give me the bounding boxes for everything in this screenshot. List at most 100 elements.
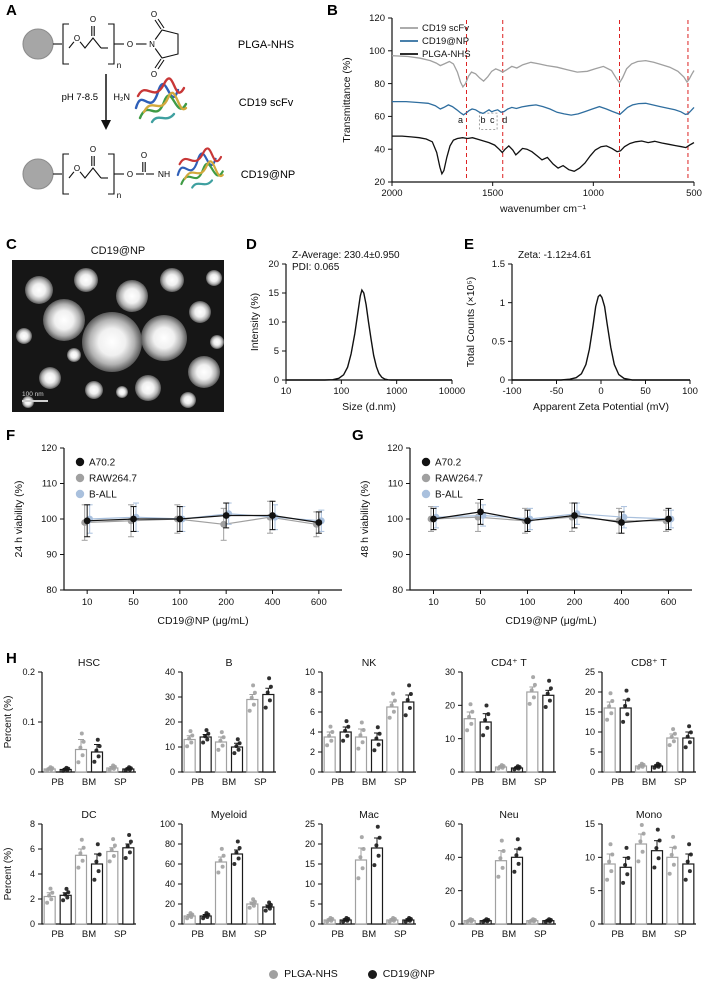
svg-text:110: 110 xyxy=(388,479,403,490)
svg-text:10: 10 xyxy=(281,386,292,397)
svg-text:B-ALL: B-ALL xyxy=(89,489,117,500)
svg-text:50: 50 xyxy=(128,597,139,608)
svg-text:8: 8 xyxy=(310,687,315,697)
panel-c-tem-image: 100 nm xyxy=(12,260,224,412)
svg-text:RAW264.7: RAW264.7 xyxy=(89,473,137,484)
svg-text:PB: PB xyxy=(191,929,204,940)
panel-b-ftir-chart: 20 40 60 80 100 120 2000 1500 1000 500 a b c d CD19 sc… xyxy=(336,6,702,239)
repeat-n: n xyxy=(117,61,121,70)
atom-o: O xyxy=(74,164,80,173)
svg-text:15: 15 xyxy=(585,707,595,717)
svg-text:1000: 1000 xyxy=(386,386,407,397)
svg-text:15: 15 xyxy=(585,819,595,829)
svg-text:Z-Average: 230.4±0.950: Z-Average: 230.4±0.950 xyxy=(292,250,400,261)
svg-text:50: 50 xyxy=(475,597,486,608)
panel-c-title: CD19@NP xyxy=(90,245,146,257)
svg-text:15: 15 xyxy=(305,859,315,869)
svg-text:BM: BM xyxy=(642,777,656,788)
atom-o: O xyxy=(74,34,80,43)
svg-text:20: 20 xyxy=(374,177,385,188)
svg-text:48 h viability (%): 48 h viability (%) xyxy=(359,480,371,557)
svg-text:A70.2: A70.2 xyxy=(89,457,116,468)
svg-text:10: 10 xyxy=(445,734,455,744)
svg-text:24 h viability (%): 24 h viability (%) xyxy=(13,480,25,557)
svg-text:Size (d.nm): Size (d.nm) xyxy=(342,401,396,413)
svg-text:60: 60 xyxy=(165,859,175,869)
svg-text:0: 0 xyxy=(500,375,505,386)
svg-text:10: 10 xyxy=(585,853,595,863)
atom-o: O xyxy=(151,10,157,19)
svg-text:HSC: HSC xyxy=(78,657,101,669)
svg-text:Percent (%): Percent (%) xyxy=(3,848,14,901)
svg-text:0: 0 xyxy=(590,767,595,777)
svg-text:SP: SP xyxy=(254,929,267,940)
svg-text:0: 0 xyxy=(450,767,455,777)
svg-text:PB: PB xyxy=(331,929,344,940)
svg-text:Zeta: -1.12±4.61: Zeta: -1.12±4.61 xyxy=(518,250,592,261)
svg-text:100: 100 xyxy=(387,514,403,525)
svg-text:4: 4 xyxy=(30,869,35,879)
svg-text:200: 200 xyxy=(218,597,234,608)
zeta-potential-plot: 0 0.5 1 1.5 -100 -50 0 50 100 Zeta: -1.12±4.61 App… xyxy=(465,250,698,413)
svg-text:1: 1 xyxy=(500,298,505,309)
svg-text:6: 6 xyxy=(310,707,315,717)
nanoparticle-sphere xyxy=(22,158,54,190)
repeat-n: n xyxy=(117,191,121,200)
svg-text:0.1: 0.1 xyxy=(22,717,35,727)
svg-text:600: 600 xyxy=(311,597,327,608)
svg-text:PB: PB xyxy=(471,777,484,788)
svg-text:10: 10 xyxy=(268,317,279,328)
svg-text:Transmittance (%): Transmittance (%) xyxy=(341,57,353,142)
svg-text:100: 100 xyxy=(172,597,188,608)
svg-text:PB: PB xyxy=(51,929,64,940)
svg-text:0: 0 xyxy=(310,919,315,929)
svg-text:SP: SP xyxy=(674,777,687,788)
svg-text:BM: BM xyxy=(222,777,236,788)
amide-nh: NH xyxy=(158,169,170,179)
svg-text:SP: SP xyxy=(114,929,127,940)
svg-text:0: 0 xyxy=(30,919,35,929)
immune-subset-bar-chart: 0 5 10 15 Mono PB BM SP xyxy=(585,809,696,940)
svg-text:100: 100 xyxy=(520,597,536,608)
svg-text:CD19@NP: CD19@NP xyxy=(422,36,469,47)
svg-text:Apparent Zeta Potential (mV): Apparent Zeta Potential (mV) xyxy=(533,401,669,413)
svg-text:SP: SP xyxy=(114,777,127,788)
svg-text:400: 400 xyxy=(265,597,281,608)
svg-text:BM: BM xyxy=(362,777,376,788)
svg-text:40: 40 xyxy=(165,879,175,889)
svg-text:100: 100 xyxy=(41,514,57,525)
svg-text:BM: BM xyxy=(82,777,96,788)
svg-text:a: a xyxy=(458,115,463,125)
panel-label-d: D xyxy=(246,236,257,253)
svg-text:SP: SP xyxy=(674,929,687,940)
svg-text:CD19 scFv: CD19 scFv xyxy=(422,23,469,34)
panel-e-zeta-chart: 0 0.5 1 1.5 -100 -50 0 50 100 Zeta: -1.12±4.61 App… xyxy=(462,242,702,431)
svg-text:PB: PB xyxy=(611,777,624,788)
svg-text:120: 120 xyxy=(369,13,385,24)
svg-text:40: 40 xyxy=(445,853,455,863)
svg-text:b: b xyxy=(480,115,485,125)
svg-text:10: 10 xyxy=(305,879,315,889)
panel-label-h: H xyxy=(6,650,17,667)
svg-text:B: B xyxy=(225,657,232,669)
panel-d-size-chart: 0 5 10 15 20 10 100 1000 10000 Z-Average: 230.4±0… xyxy=(246,242,468,431)
svg-text:20: 20 xyxy=(445,701,455,711)
svg-text:5: 5 xyxy=(274,346,279,357)
legend-label-plga: PLGA-NHS xyxy=(284,968,338,980)
svg-text:25: 25 xyxy=(305,819,315,829)
svg-text:0: 0 xyxy=(30,767,35,777)
svg-text:80: 80 xyxy=(46,585,57,596)
svg-text:600: 600 xyxy=(661,597,677,608)
svg-text:0: 0 xyxy=(170,767,175,777)
svg-text:Mono: Mono xyxy=(636,809,662,821)
svg-text:110: 110 xyxy=(42,479,57,490)
immune-subset-bar-chart: 0 10 20 30 CD4⁺ T PB BM SP xyxy=(445,657,556,788)
immune-subset-bar-chart: 0 0.1 0.2 HSC Percent (%) PB BM SP xyxy=(3,657,136,788)
svg-text:20: 20 xyxy=(165,717,175,727)
reaction-condition: pH 7-8.5 xyxy=(62,92,98,103)
svg-text:0: 0 xyxy=(598,386,603,397)
svg-text:0: 0 xyxy=(450,919,455,929)
panel-a-scheme: O O n O N O O PLGA-NHS pH 7-8.5 H₂N CD19… xyxy=(22,10,295,200)
svg-text:0: 0 xyxy=(310,767,315,777)
svg-text:30: 30 xyxy=(445,667,455,677)
